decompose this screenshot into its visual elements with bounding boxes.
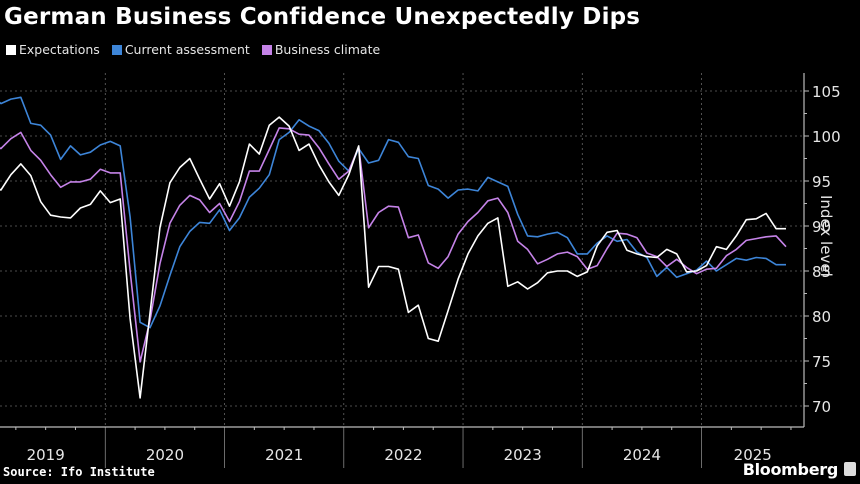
legend-label-business-climate: Business climate <box>274 42 381 57</box>
series-line-expectations <box>0 116 786 399</box>
x-tick-label: 2019 <box>27 446 65 464</box>
legend-swatch-current-assessment <box>111 44 122 55</box>
legend-label-current-assessment: Current assessment <box>124 42 250 57</box>
y-tick-label: 90 <box>812 218 831 236</box>
y-tick-label: 80 <box>812 308 831 326</box>
bloomberg-logo: Bloomberg <box>742 460 839 479</box>
legend-item-expectations: Expectations <box>6 42 100 57</box>
series-line-business-climate <box>0 127 787 363</box>
chart-title: German Business Confidence Unexpectedly … <box>4 4 641 30</box>
gridlines <box>0 90 804 407</box>
x-tick-label: 2022 <box>384 446 422 464</box>
year-dividers <box>15 73 792 468</box>
legend-label-expectations: Expectations <box>19 42 100 57</box>
x-tick-label: 2025 <box>734 446 772 464</box>
y-tick-labels: 70 75 80 85 90 95 100 105 <box>804 83 841 416</box>
y-tick-label: 105 <box>812 83 841 101</box>
legend-swatch-business-climate <box>261 44 272 55</box>
y-tick-label: 85 <box>812 263 831 281</box>
y-tick-label: 100 <box>812 128 841 146</box>
legend: Expectations Current assessment Business… <box>6 42 380 57</box>
series-lines <box>0 96 787 399</box>
y-tick-label: 95 <box>812 173 831 191</box>
y-axis-label: Index level <box>817 195 835 277</box>
axes <box>0 73 805 428</box>
legend-item-business-climate: Business climate <box>261 42 381 57</box>
y-tick-label: 75 <box>812 353 831 371</box>
source-note: Source: Ifo Institute <box>3 465 155 479</box>
x-tick-label: 2024 <box>623 446 661 464</box>
legend-swatch-expectations <box>6 44 16 55</box>
series-line-current-assessment <box>0 96 786 329</box>
x-tick-label: 2021 <box>265 446 303 464</box>
x-tick-label: 2023 <box>504 446 542 464</box>
y-tick-label: 70 <box>812 398 831 416</box>
legend-item-current-assessment: Current assessment <box>111 42 250 57</box>
bloomberg-chart-icon <box>844 462 856 476</box>
x-tick-labels: 2019 2020 2021 2022 2023 2024 2025 <box>27 446 772 464</box>
x-tick-label: 2020 <box>146 446 184 464</box>
